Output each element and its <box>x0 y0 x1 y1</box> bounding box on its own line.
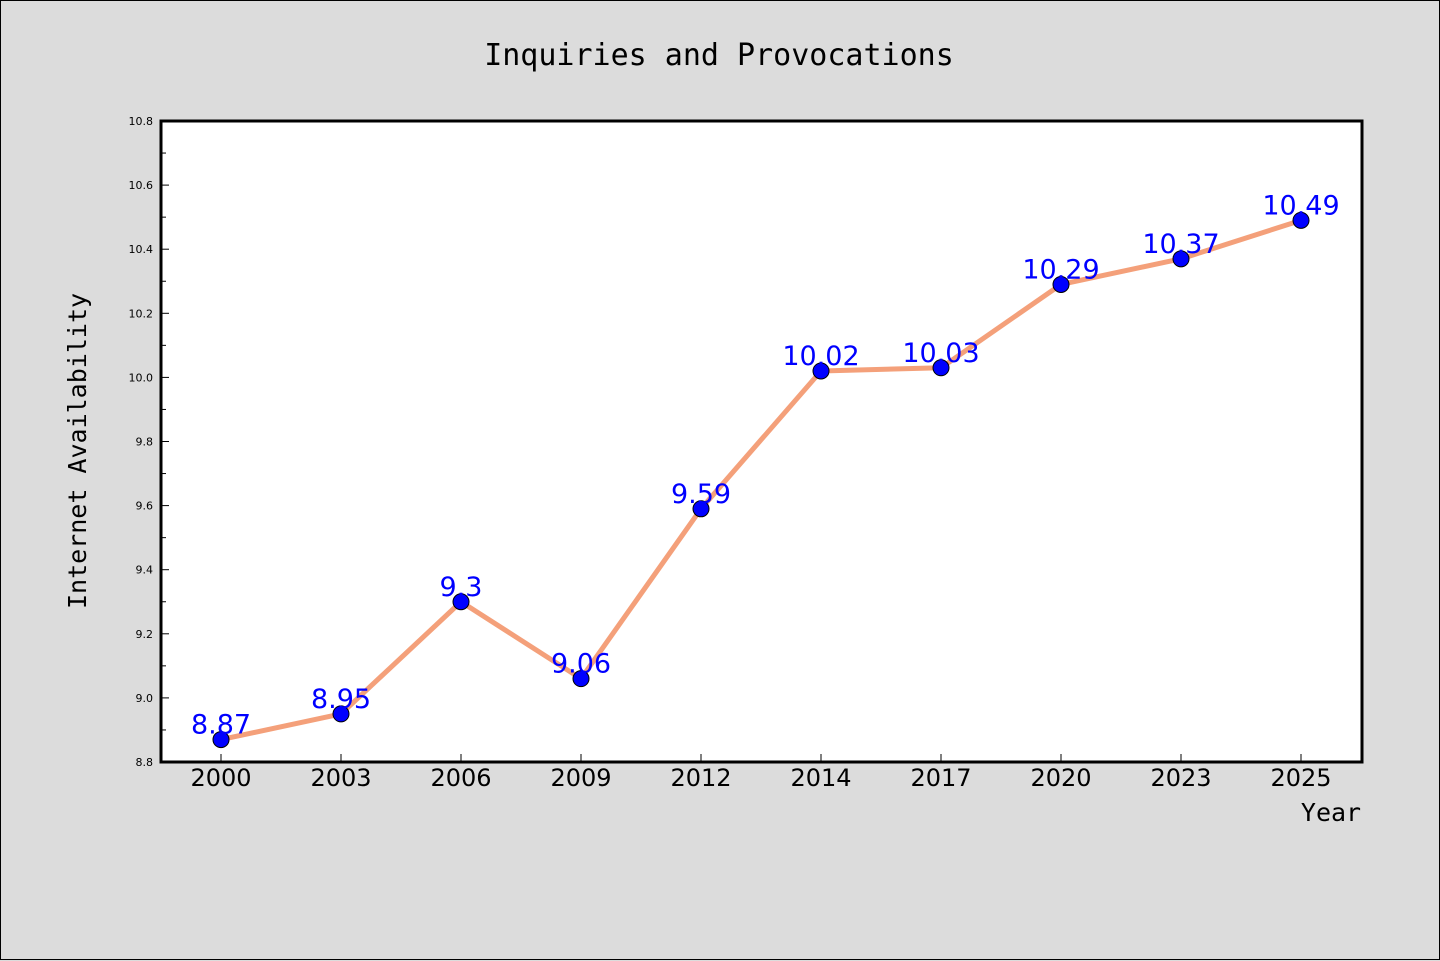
x-tick-label: 2025 <box>1270 764 1331 792</box>
y-tick-label: 10.0 <box>129 371 154 384</box>
x-axis: 2000 2003 2006 2009 2012 2014 2017 2020 2023 2025 <box>190 754 1332 792</box>
data-label: 10.02 <box>782 341 859 372</box>
data-label: 10.29 <box>1022 254 1099 285</box>
x-tick-label: 2006 <box>430 764 491 792</box>
data-point <box>1172 250 1190 268</box>
y-tick-label: 10.4 <box>129 243 154 256</box>
data-point <box>932 359 950 377</box>
data-label: 9.06 <box>551 649 611 680</box>
y-axis-label: Internet Availability <box>63 293 92 609</box>
data-point <box>452 593 470 611</box>
y-tick-label: 8.8 <box>136 756 154 769</box>
y-tick-label: 9.0 <box>136 692 154 705</box>
y-tick-label: 10.6 <box>129 179 154 192</box>
data-label: 9.59 <box>671 479 731 510</box>
x-tick-label: 2014 <box>790 764 851 792</box>
data-point <box>1052 275 1070 293</box>
x-tick-label: 2009 <box>550 764 611 792</box>
data-point <box>692 500 710 518</box>
x-axis-label: Year <box>1301 798 1361 827</box>
y-tick-label: 9.8 <box>136 436 154 449</box>
data-point <box>812 362 830 380</box>
chart-title: Inquiries and Provocations <box>484 38 954 73</box>
y-tick-label: 9.2 <box>136 628 154 641</box>
series-line <box>218 217 1304 743</box>
data-point <box>332 705 350 723</box>
x-tick-label: 2017 <box>910 764 971 792</box>
x-tick-label: 2000 <box>190 764 251 792</box>
data-point <box>212 731 230 749</box>
y-tick-label: 10.8 <box>129 115 154 128</box>
data-label: 8.95 <box>311 684 371 715</box>
x-tick-label: 2023 <box>1150 764 1211 792</box>
data-label: 10.37 <box>1142 229 1219 260</box>
data-label: 10.03 <box>902 338 979 369</box>
y-tick-label: 9.6 <box>136 500 154 513</box>
data-point <box>1292 211 1310 229</box>
data-label: 9.3 <box>440 572 483 603</box>
series-group: 8.87 8.95 9.3 9.06 9.59 10.02 10.03 10.29 10.37 1… <box>191 190 1340 749</box>
data-label: 8.87 <box>191 710 251 741</box>
data-label: 10.49 <box>1262 190 1339 221</box>
x-tick-label: 2012 <box>670 764 731 792</box>
data-point <box>572 670 590 688</box>
x-tick-label: 2003 <box>310 764 371 792</box>
y-tick-label: 9.4 <box>136 564 154 577</box>
x-tick-label: 2020 <box>1030 764 1091 792</box>
y-tick-label: 10.2 <box>129 307 154 320</box>
y-axis: 8.8 9.0 9.2 9.4 9.6 9.8 10.0 10.2 10.4 10.6 10.8 <box>129 115 169 769</box>
